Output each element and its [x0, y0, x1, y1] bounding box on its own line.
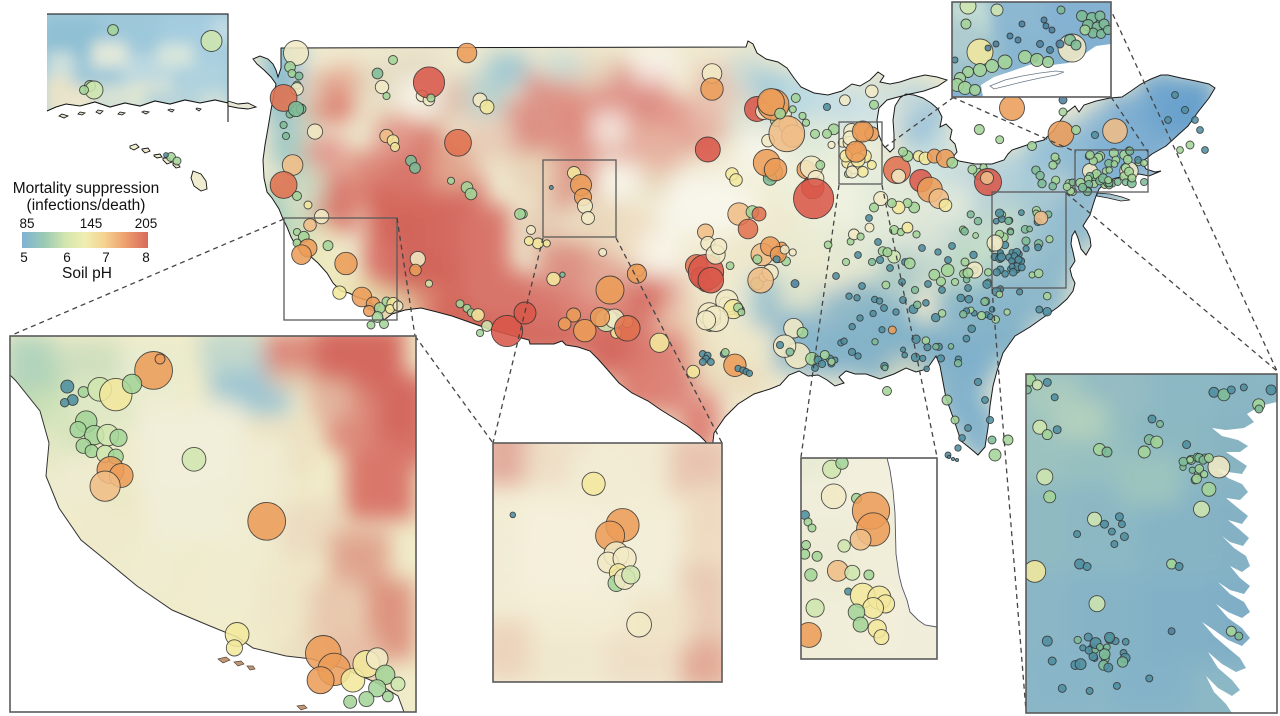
- svg-text:5: 5: [20, 250, 28, 265]
- svg-text:Soil pH: Soil pH: [62, 265, 112, 282]
- svg-text:145: 145: [80, 216, 103, 231]
- svg-text:7: 7: [102, 250, 110, 265]
- svg-text:85: 85: [19, 216, 34, 231]
- svg-text:8: 8: [142, 250, 150, 265]
- svg-text:Mortality suppression: Mortality suppression: [13, 180, 159, 197]
- svg-text:6: 6: [63, 250, 71, 265]
- svg-text:(infections/death): (infections/death): [27, 197, 146, 214]
- svg-text:205: 205: [135, 216, 158, 231]
